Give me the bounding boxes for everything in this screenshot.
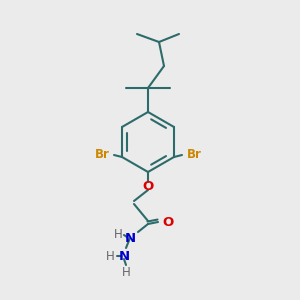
Text: O: O [162,215,174,229]
Text: H: H [122,266,130,278]
Text: Br: Br [94,148,110,161]
Text: N: N [118,250,130,262]
Text: H: H [106,250,114,262]
Text: Br: Br [187,148,201,161]
Text: N: N [124,232,136,244]
Text: O: O [142,179,154,193]
Text: H: H [114,227,122,241]
